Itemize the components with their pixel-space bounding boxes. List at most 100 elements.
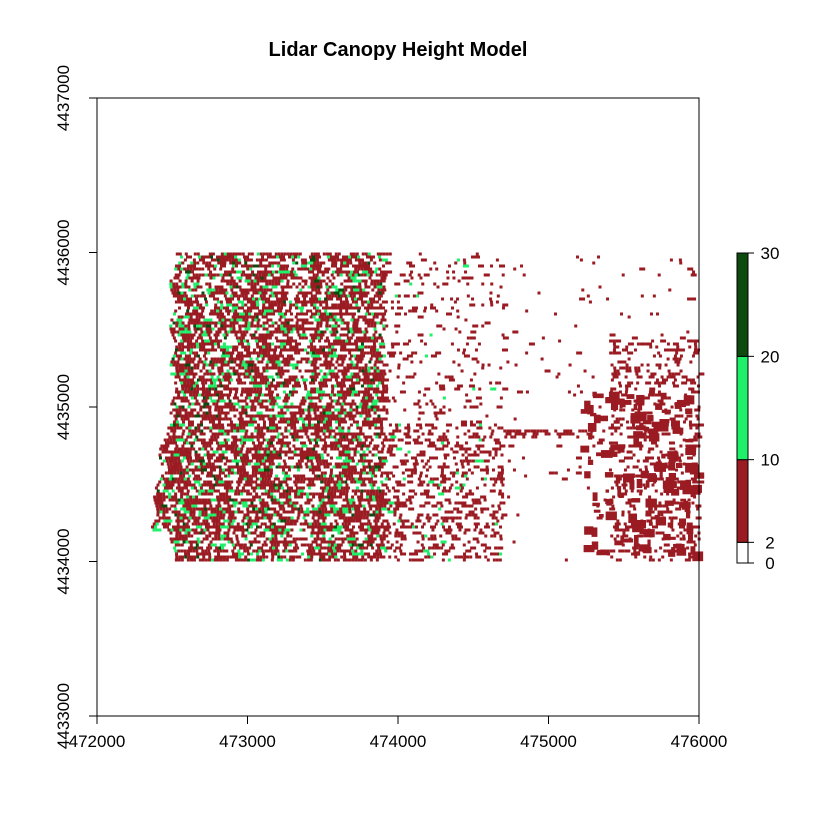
canopy-cell (270, 492, 274, 496)
canopy-cell (375, 513, 379, 517)
canopy-cell (207, 417, 211, 421)
canopy-cell (202, 354, 206, 358)
canopy-cell (224, 480, 231, 484)
canopy-cell (346, 363, 350, 367)
canopy-cell (202, 324, 206, 328)
canopy-cell (478, 438, 482, 442)
canopy-cell (250, 336, 254, 340)
canopy-cell (584, 429, 588, 433)
canopy-cell (310, 423, 314, 427)
canopy-cell (309, 399, 313, 403)
canopy-cell (356, 330, 360, 334)
canopy-cell (221, 453, 225, 457)
canopy-cell (240, 510, 244, 514)
canopy-cell (310, 387, 317, 391)
canopy-cell (424, 387, 431, 391)
canopy-cell (246, 258, 253, 262)
canopy-cell (353, 453, 357, 457)
canopy-cell (242, 453, 246, 457)
canopy-cell (264, 477, 268, 481)
canopy-cell (193, 387, 197, 391)
canopy-cell (307, 420, 311, 424)
canopy-cell (420, 258, 427, 262)
canopy-cell (320, 456, 324, 460)
canopy-cell (264, 381, 268, 385)
canopy-cell (219, 507, 223, 511)
canopy-cell (359, 474, 363, 478)
canopy-cell (348, 447, 352, 451)
canopy-cell (233, 441, 237, 445)
canopy-cell (393, 342, 400, 346)
canopy-cell (421, 411, 425, 415)
canopy-cell (206, 471, 213, 475)
canopy-cell (479, 450, 483, 454)
canopy-cell (285, 477, 292, 481)
canopy-cell (277, 252, 281, 256)
canopy-cell (176, 450, 180, 454)
canopy-cell (390, 351, 397, 355)
canopy-cell (216, 309, 220, 313)
canopy-cell (351, 333, 355, 337)
canopy-cell (215, 450, 219, 454)
canopy-cell (469, 336, 476, 340)
canopy-cell (188, 441, 192, 445)
canopy-cell (400, 501, 404, 505)
canopy-cell (484, 321, 491, 325)
canopy-cell (615, 351, 622, 355)
canopy-cell (306, 300, 310, 304)
canopy-cell (645, 381, 652, 385)
canopy-cell (283, 264, 287, 268)
canopy-cell (159, 507, 163, 511)
canopy-cell (204, 447, 208, 451)
canopy-cell (233, 414, 237, 418)
canopy-cell (241, 363, 245, 367)
canopy-cell (425, 468, 429, 472)
canopy-cell (198, 459, 205, 463)
canopy-cell (195, 267, 199, 271)
canopy-cell (184, 486, 188, 490)
canopy-cell (381, 342, 385, 346)
canopy-cell (380, 474, 384, 478)
canopy-cell (328, 405, 332, 409)
canopy-cell (224, 456, 228, 460)
canopy-cell (222, 333, 226, 337)
canopy-cell (176, 372, 180, 376)
canopy-cell (262, 420, 266, 424)
canopy-cell (231, 306, 238, 310)
canopy-cell (340, 444, 344, 448)
canopy-cell (316, 444, 320, 448)
canopy-cell (279, 300, 283, 304)
canopy-cell (312, 507, 319, 511)
canopy-cell (258, 507, 262, 511)
canopy-cell (192, 498, 199, 502)
canopy-cell (177, 300, 181, 304)
canopy-cell (260, 414, 267, 418)
canopy-cell (259, 345, 263, 349)
canopy-cell (333, 258, 337, 262)
canopy-cell (499, 501, 503, 505)
canopy-cell (178, 345, 182, 349)
canopy-cell (680, 453, 684, 457)
canopy-cell (216, 513, 220, 517)
canopy-cell (163, 444, 167, 448)
canopy-cell (306, 498, 313, 502)
canopy-cell (250, 408, 254, 412)
canopy-cell (220, 279, 224, 283)
canopy-cell (393, 489, 400, 493)
canopy-cell (692, 270, 696, 274)
canopy-cell (178, 438, 185, 442)
canopy-cell (161, 474, 165, 478)
canopy-cell (226, 378, 230, 382)
canopy-cell (499, 405, 503, 409)
canopy-cell (355, 321, 359, 325)
canopy-cell (223, 321, 227, 325)
canopy-cell (222, 351, 226, 355)
canopy-cell (180, 447, 184, 451)
canopy-cell (271, 321, 275, 325)
canopy-cell (309, 477, 313, 481)
canopy-cell (279, 483, 283, 487)
canopy-cell (440, 480, 447, 484)
canopy-cell (378, 255, 382, 259)
canopy-cell (364, 387, 368, 391)
canopy-cell (293, 270, 297, 274)
